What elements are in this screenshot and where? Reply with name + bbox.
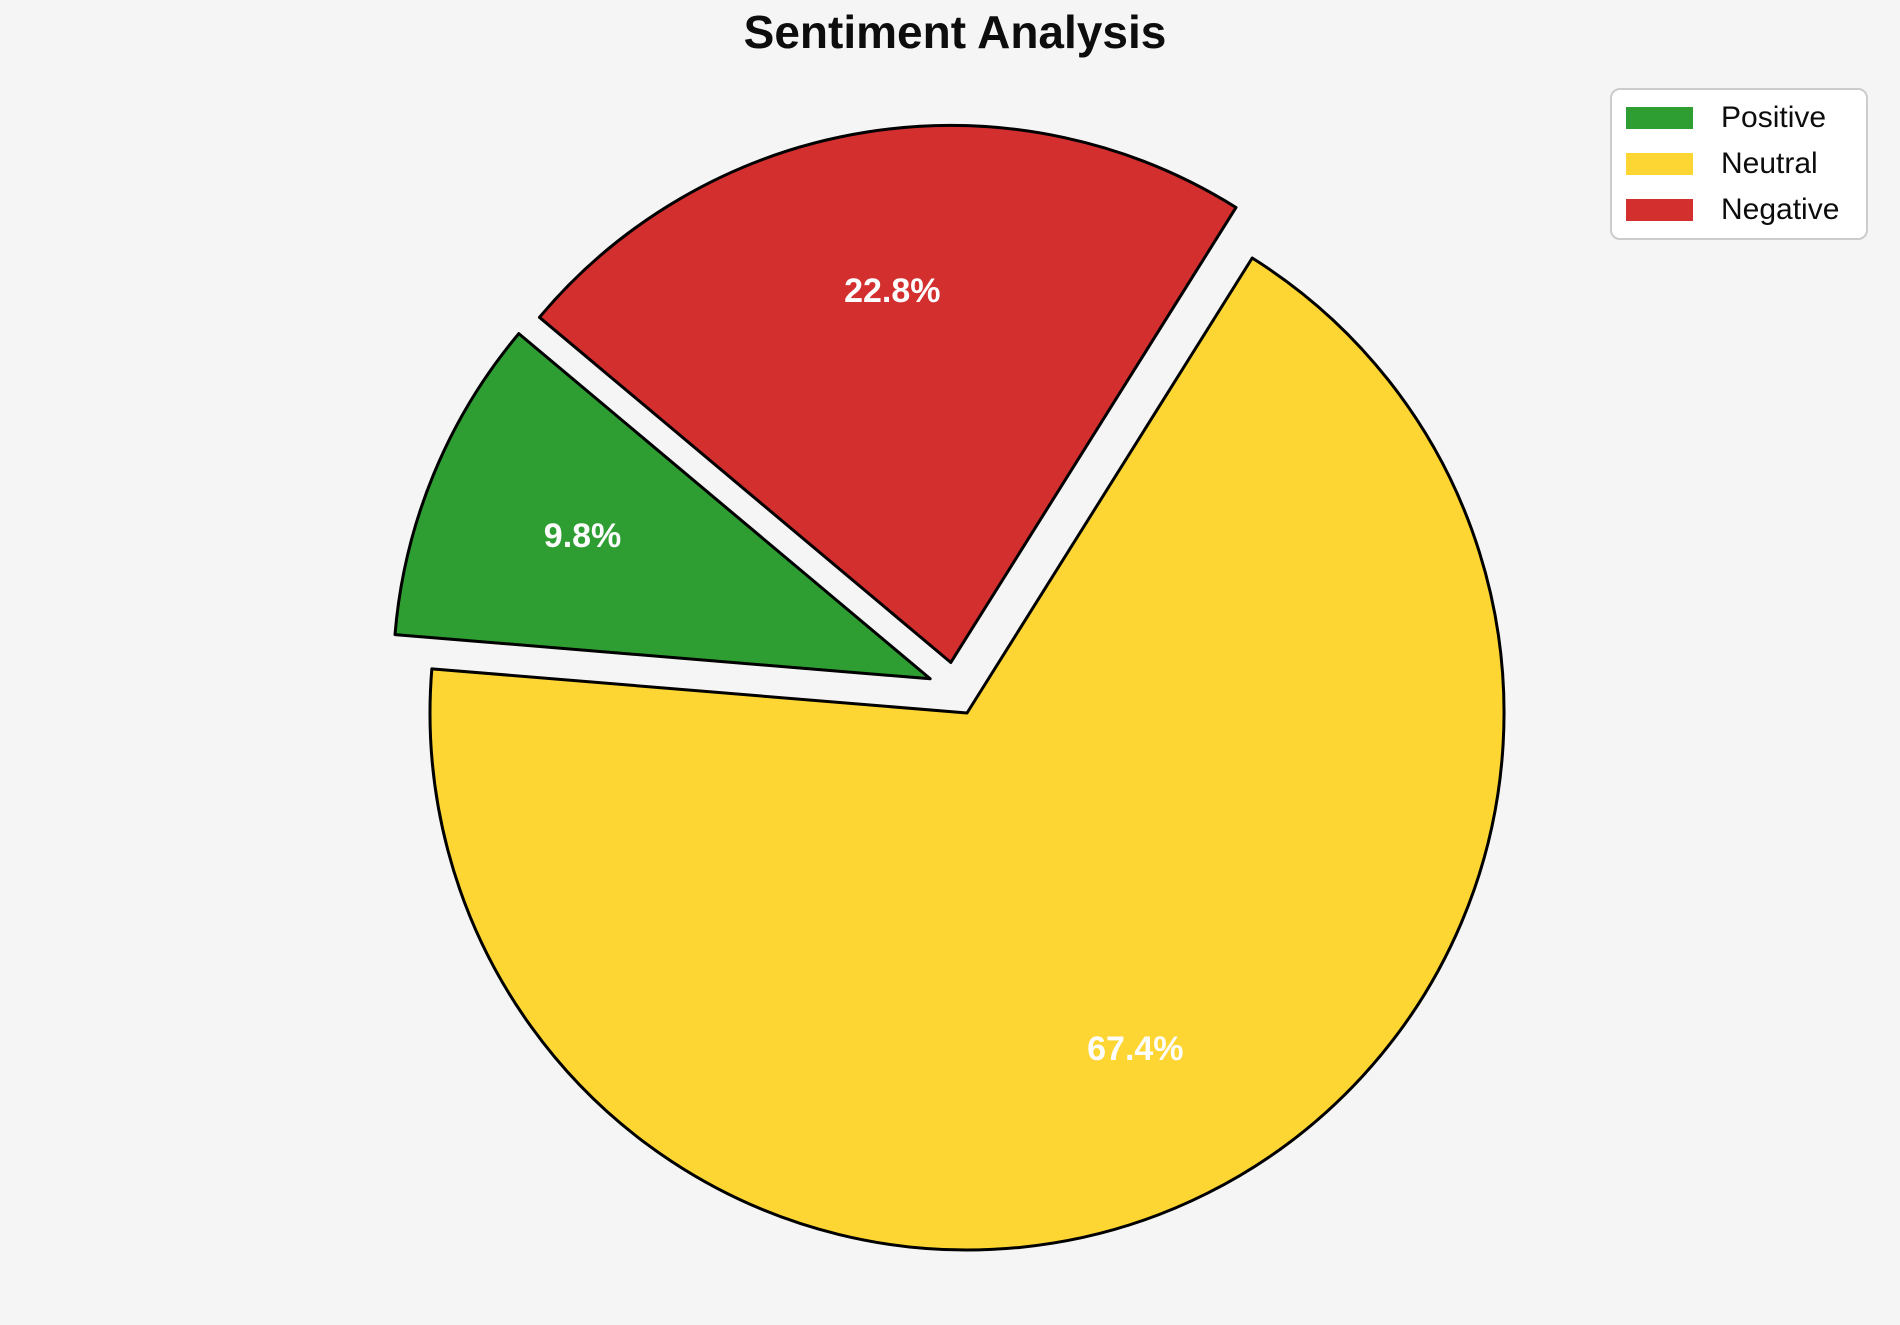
legend-item-neutral: Neutral bbox=[1612, 141, 1866, 187]
legend: Positive Neutral Negative bbox=[1610, 88, 1868, 240]
chart-title: Sentiment Analysis bbox=[743, 6, 1167, 58]
legend-label-neutral: Neutral bbox=[1721, 147, 1818, 180]
pie-slice-positive bbox=[393, 332, 932, 681]
pct-label-positive: 9.8% bbox=[544, 517, 622, 555]
legend-swatch-neutral bbox=[1626, 153, 1693, 175]
pie-slice-neutral bbox=[428, 256, 1506, 1252]
pct-label-neutral: 67.4% bbox=[1087, 1030, 1183, 1068]
legend-label-positive: Positive bbox=[1721, 101, 1827, 134]
legend-swatch-positive bbox=[1626, 107, 1693, 129]
legend-item-negative: Negative bbox=[1612, 187, 1866, 233]
pct-label-negative: 22.8% bbox=[844, 272, 940, 310]
legend-swatch-negative bbox=[1626, 199, 1693, 221]
legend-item-positive: Positive bbox=[1612, 95, 1866, 141]
legend-label-negative: Negative bbox=[1721, 193, 1840, 226]
pie-slice-negative bbox=[537, 124, 1238, 664]
